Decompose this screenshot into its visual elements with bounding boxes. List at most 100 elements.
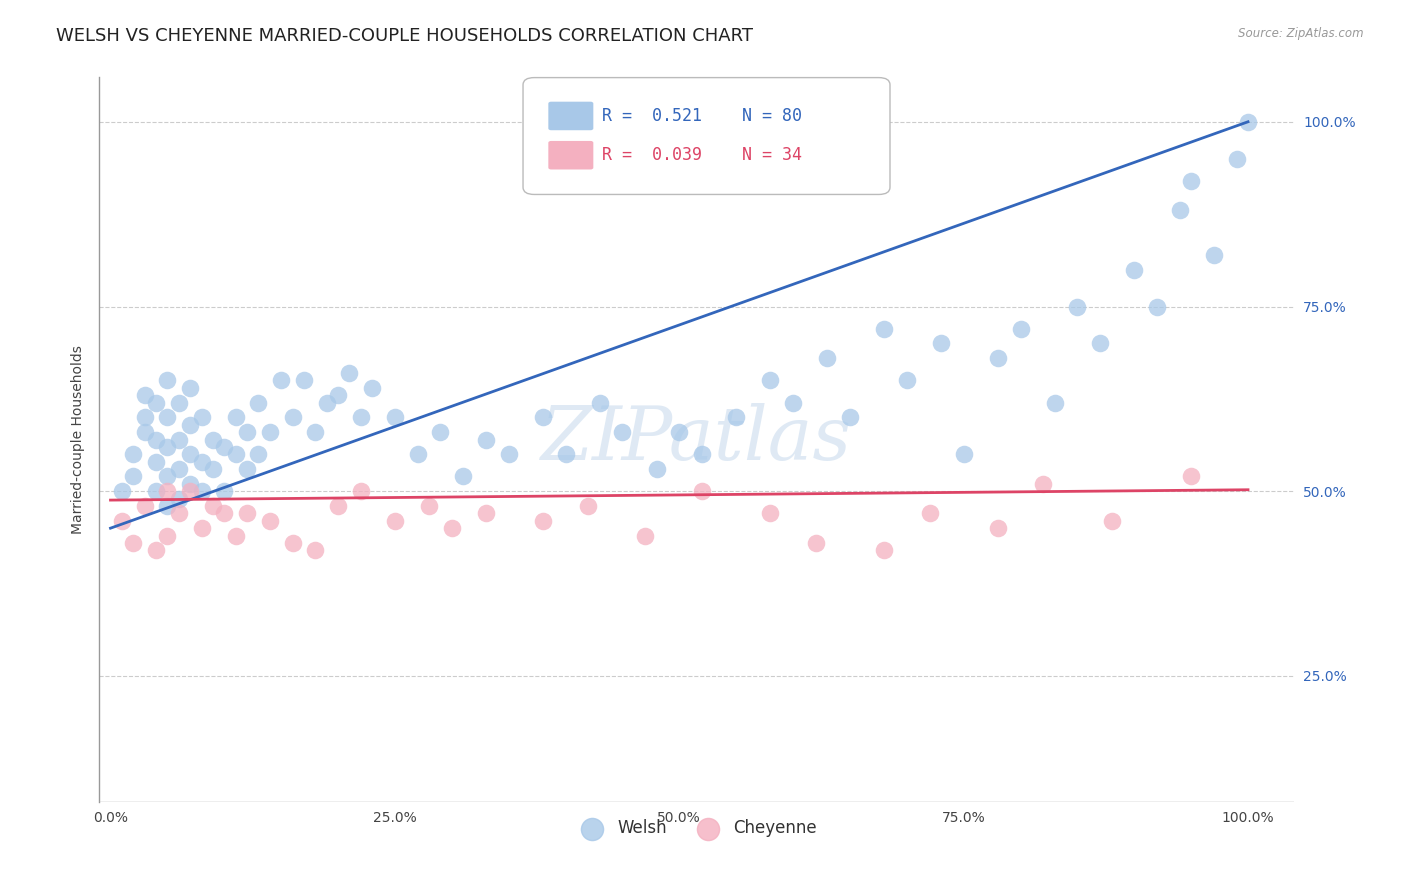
Point bbox=[212, 440, 235, 454]
Point bbox=[156, 499, 179, 513]
Point bbox=[134, 410, 156, 425]
Point bbox=[122, 447, 145, 461]
Point bbox=[225, 410, 247, 425]
Point bbox=[156, 484, 179, 499]
Point bbox=[156, 528, 179, 542]
Point bbox=[475, 433, 498, 447]
Text: R =  0.521    N = 80: R = 0.521 N = 80 bbox=[602, 107, 801, 125]
Point bbox=[167, 491, 190, 506]
Point bbox=[1168, 203, 1191, 218]
Point bbox=[1088, 336, 1111, 351]
Point bbox=[201, 433, 224, 447]
Point bbox=[350, 484, 373, 499]
Point bbox=[531, 410, 554, 425]
Point bbox=[384, 410, 406, 425]
Point bbox=[190, 410, 212, 425]
Point bbox=[201, 499, 224, 513]
Point bbox=[134, 388, 156, 402]
Point bbox=[759, 507, 782, 521]
Point bbox=[134, 499, 156, 513]
Point bbox=[987, 521, 1010, 535]
Point bbox=[1180, 174, 1202, 188]
Point bbox=[247, 447, 270, 461]
Point bbox=[929, 336, 952, 351]
Point bbox=[259, 514, 281, 528]
Point bbox=[725, 410, 748, 425]
Point bbox=[134, 425, 156, 439]
Point bbox=[201, 462, 224, 476]
Point bbox=[259, 425, 281, 439]
Point bbox=[225, 528, 247, 542]
Point bbox=[406, 447, 429, 461]
Point bbox=[326, 388, 349, 402]
Point bbox=[554, 447, 576, 461]
Point bbox=[1043, 395, 1066, 409]
Point bbox=[281, 536, 304, 550]
Point bbox=[167, 507, 190, 521]
Point bbox=[1032, 476, 1054, 491]
Point bbox=[838, 410, 860, 425]
Point bbox=[782, 395, 804, 409]
Text: Source: ZipAtlas.com: Source: ZipAtlas.com bbox=[1239, 27, 1364, 40]
Point bbox=[122, 536, 145, 550]
Point bbox=[179, 484, 201, 499]
Point bbox=[111, 484, 134, 499]
Point bbox=[225, 447, 247, 461]
Point bbox=[145, 484, 167, 499]
Point bbox=[315, 395, 337, 409]
Point bbox=[873, 543, 896, 558]
Point bbox=[145, 543, 167, 558]
Point bbox=[212, 484, 235, 499]
Point bbox=[156, 440, 179, 454]
Point bbox=[1226, 152, 1249, 166]
Point bbox=[1010, 321, 1032, 335]
Point bbox=[292, 373, 315, 387]
Point bbox=[612, 425, 634, 439]
Point bbox=[179, 381, 201, 395]
Point bbox=[952, 447, 974, 461]
Legend: Welsh, Cheyenne: Welsh, Cheyenne bbox=[569, 813, 824, 844]
Point bbox=[326, 499, 349, 513]
Point bbox=[1123, 262, 1146, 277]
Y-axis label: Married-couple Households: Married-couple Households bbox=[72, 345, 86, 534]
Point bbox=[167, 462, 190, 476]
Point bbox=[690, 484, 713, 499]
Point bbox=[1202, 248, 1225, 262]
Point bbox=[451, 469, 474, 483]
Point bbox=[498, 447, 520, 461]
Text: R =  0.039    N = 34: R = 0.039 N = 34 bbox=[602, 146, 801, 164]
Point bbox=[588, 395, 610, 409]
Point bbox=[156, 373, 179, 387]
Point bbox=[179, 447, 201, 461]
Point bbox=[634, 528, 657, 542]
Point bbox=[281, 410, 304, 425]
Point bbox=[1101, 514, 1123, 528]
Point bbox=[247, 395, 270, 409]
Point bbox=[145, 433, 167, 447]
Point bbox=[304, 543, 326, 558]
Point bbox=[896, 373, 918, 387]
Point bbox=[270, 373, 292, 387]
Point bbox=[384, 514, 406, 528]
Point bbox=[337, 366, 360, 380]
Point bbox=[690, 447, 713, 461]
Point bbox=[167, 395, 190, 409]
Point bbox=[179, 476, 201, 491]
Point bbox=[190, 455, 212, 469]
Point bbox=[190, 521, 212, 535]
Point bbox=[918, 507, 941, 521]
Point bbox=[350, 410, 373, 425]
Point bbox=[236, 507, 259, 521]
Point bbox=[1180, 469, 1202, 483]
Point bbox=[179, 417, 201, 432]
Point bbox=[236, 425, 259, 439]
Point bbox=[759, 373, 782, 387]
Point bbox=[1237, 115, 1260, 129]
Point bbox=[361, 381, 384, 395]
Point bbox=[236, 462, 259, 476]
Point bbox=[475, 507, 498, 521]
Point bbox=[645, 462, 668, 476]
Point bbox=[804, 536, 827, 550]
Point bbox=[987, 351, 1010, 366]
Point bbox=[440, 521, 463, 535]
